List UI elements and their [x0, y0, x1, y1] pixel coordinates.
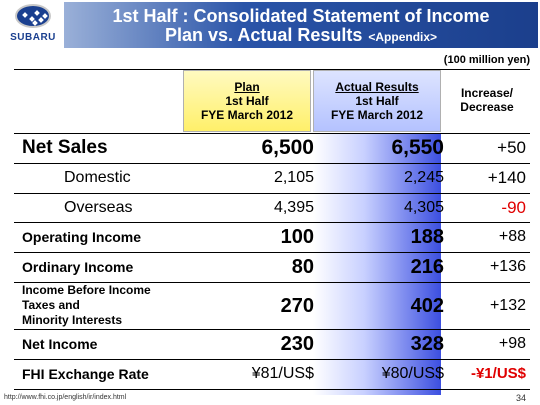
change-header-line2: Decrease — [460, 100, 514, 114]
row-label-line2: Taxes and — [22, 298, 80, 312]
plan-value: 6,500 — [261, 136, 314, 159]
unit-note: (100 million yen) — [443, 54, 530, 66]
table-row-ordinary-income: Ordinary Income 80 216 +136 — [14, 253, 530, 282]
table-bottom-rule — [14, 389, 530, 390]
row-rule — [14, 163, 530, 164]
slide-title-line2: Plan vs. Actual Results <Appendix> — [64, 25, 538, 46]
row-label: Income Before Income Taxes and Minority … — [22, 283, 151, 328]
plan-header-fiscal-year: FYE March 2012 — [200, 108, 294, 122]
row-label: Overseas — [64, 199, 133, 216]
row-label: Domestic — [64, 169, 131, 186]
row-rule — [14, 222, 530, 223]
row-label: Ordinary Income — [22, 259, 134, 275]
plan-value: 100 — [280, 226, 314, 248]
change-value: -¥1/US$ — [470, 365, 526, 382]
table-row-operating-income: Operating Income 100 188 +88 — [14, 223, 530, 252]
change-value: +50 — [497, 138, 526, 157]
actual-value: 402 — [410, 295, 444, 317]
change-value: +98 — [498, 335, 526, 352]
slide-header: SUBARU 1st Half : Consolidated Statement… — [0, 0, 540, 50]
brand-wordmark: SUBARU — [10, 32, 56, 43]
actual-value: 4,305 — [403, 199, 444, 216]
actual-value: 328 — [410, 333, 444, 355]
row-label-line3: Minority Interests — [22, 313, 123, 327]
footer-url: http://www.fhi.co.jp/english/ir/index.ht… — [4, 394, 127, 401]
row-rule — [14, 193, 530, 194]
actual-column-fill — [313, 133, 441, 395]
change-header-line1: Increase/ — [460, 86, 514, 100]
page-number: 34 — [515, 393, 526, 403]
actual-value: ¥80/US$ — [381, 365, 444, 382]
change-value: -90 — [501, 198, 526, 217]
change-value: +140 — [487, 168, 526, 187]
row-rule — [14, 359, 530, 360]
subaru-logo: SUBARU — [2, 2, 62, 48]
slide-title-main: Plan vs. Actual Results — [164, 25, 363, 45]
row-label-line1: Income Before Income — [22, 283, 151, 297]
plan-value: 270 — [280, 295, 314, 317]
actual-column-header: Actual Results 1st Half FYE March 2012 — [313, 70, 441, 132]
actual-header-title: Actual Results — [335, 80, 419, 94]
actual-header-fiscal-year: FYE March 2012 — [330, 108, 424, 122]
row-label: FHI Exchange Rate — [22, 366, 149, 382]
actual-value: 188 — [410, 226, 444, 248]
pleiades-emblem-icon — [15, 4, 51, 28]
plan-value: 230 — [280, 333, 314, 355]
table-row-exchange-rate: FHI Exchange Rate ¥81/US$ ¥80/US$ -¥1/US… — [14, 360, 530, 389]
change-value: +136 — [489, 258, 526, 275]
actual-value: 2,245 — [403, 169, 444, 186]
slide-title-appendix: <Appendix> — [368, 30, 438, 44]
row-rule — [14, 282, 530, 283]
row-label: Operating Income — [22, 229, 142, 245]
plan-value: ¥81/US$ — [251, 365, 314, 382]
title-banner: 1st Half : Consolidated Statement of Inc… — [64, 2, 538, 48]
plan-value: 4,395 — [273, 199, 314, 216]
row-label: Net Sales — [22, 137, 108, 158]
plan-column-header: Plan 1st Half FYE March 2012 — [183, 70, 311, 132]
plan-header-period: 1st Half — [225, 94, 269, 108]
actual-header-period: 1st Half — [355, 94, 399, 108]
row-rule — [14, 252, 530, 253]
table-row-net-income: Net Income 230 328 +98 — [14, 330, 530, 359]
row-rule — [14, 329, 530, 330]
actual-value: 216 — [410, 256, 444, 278]
table-top-rule — [14, 69, 530, 70]
header-bottom-rule — [14, 133, 530, 134]
plan-value: 2,105 — [273, 169, 314, 186]
table-row-overseas: Overseas 4,395 4,305 -90 — [14, 194, 530, 222]
change-value: +88 — [498, 228, 526, 245]
table-row-domestic: Domestic 2,105 2,245 +140 — [14, 164, 530, 193]
row-label: Net Income — [22, 336, 98, 352]
table-row-income-before-taxes: Income Before Income Taxes and Minority … — [14, 283, 530, 329]
actual-value: 6,550 — [391, 136, 444, 159]
change-column-header: Increase/ Decrease — [443, 86, 531, 126]
plan-header-title: Plan — [234, 80, 260, 94]
plan-value: 80 — [291, 256, 314, 278]
table-row-net-sales: Net Sales 6,500 6,550 +50 — [14, 134, 530, 163]
slide-title-line1: 1st Half : Consolidated Statement of Inc… — [112, 6, 490, 26]
change-value: +132 — [489, 297, 526, 314]
